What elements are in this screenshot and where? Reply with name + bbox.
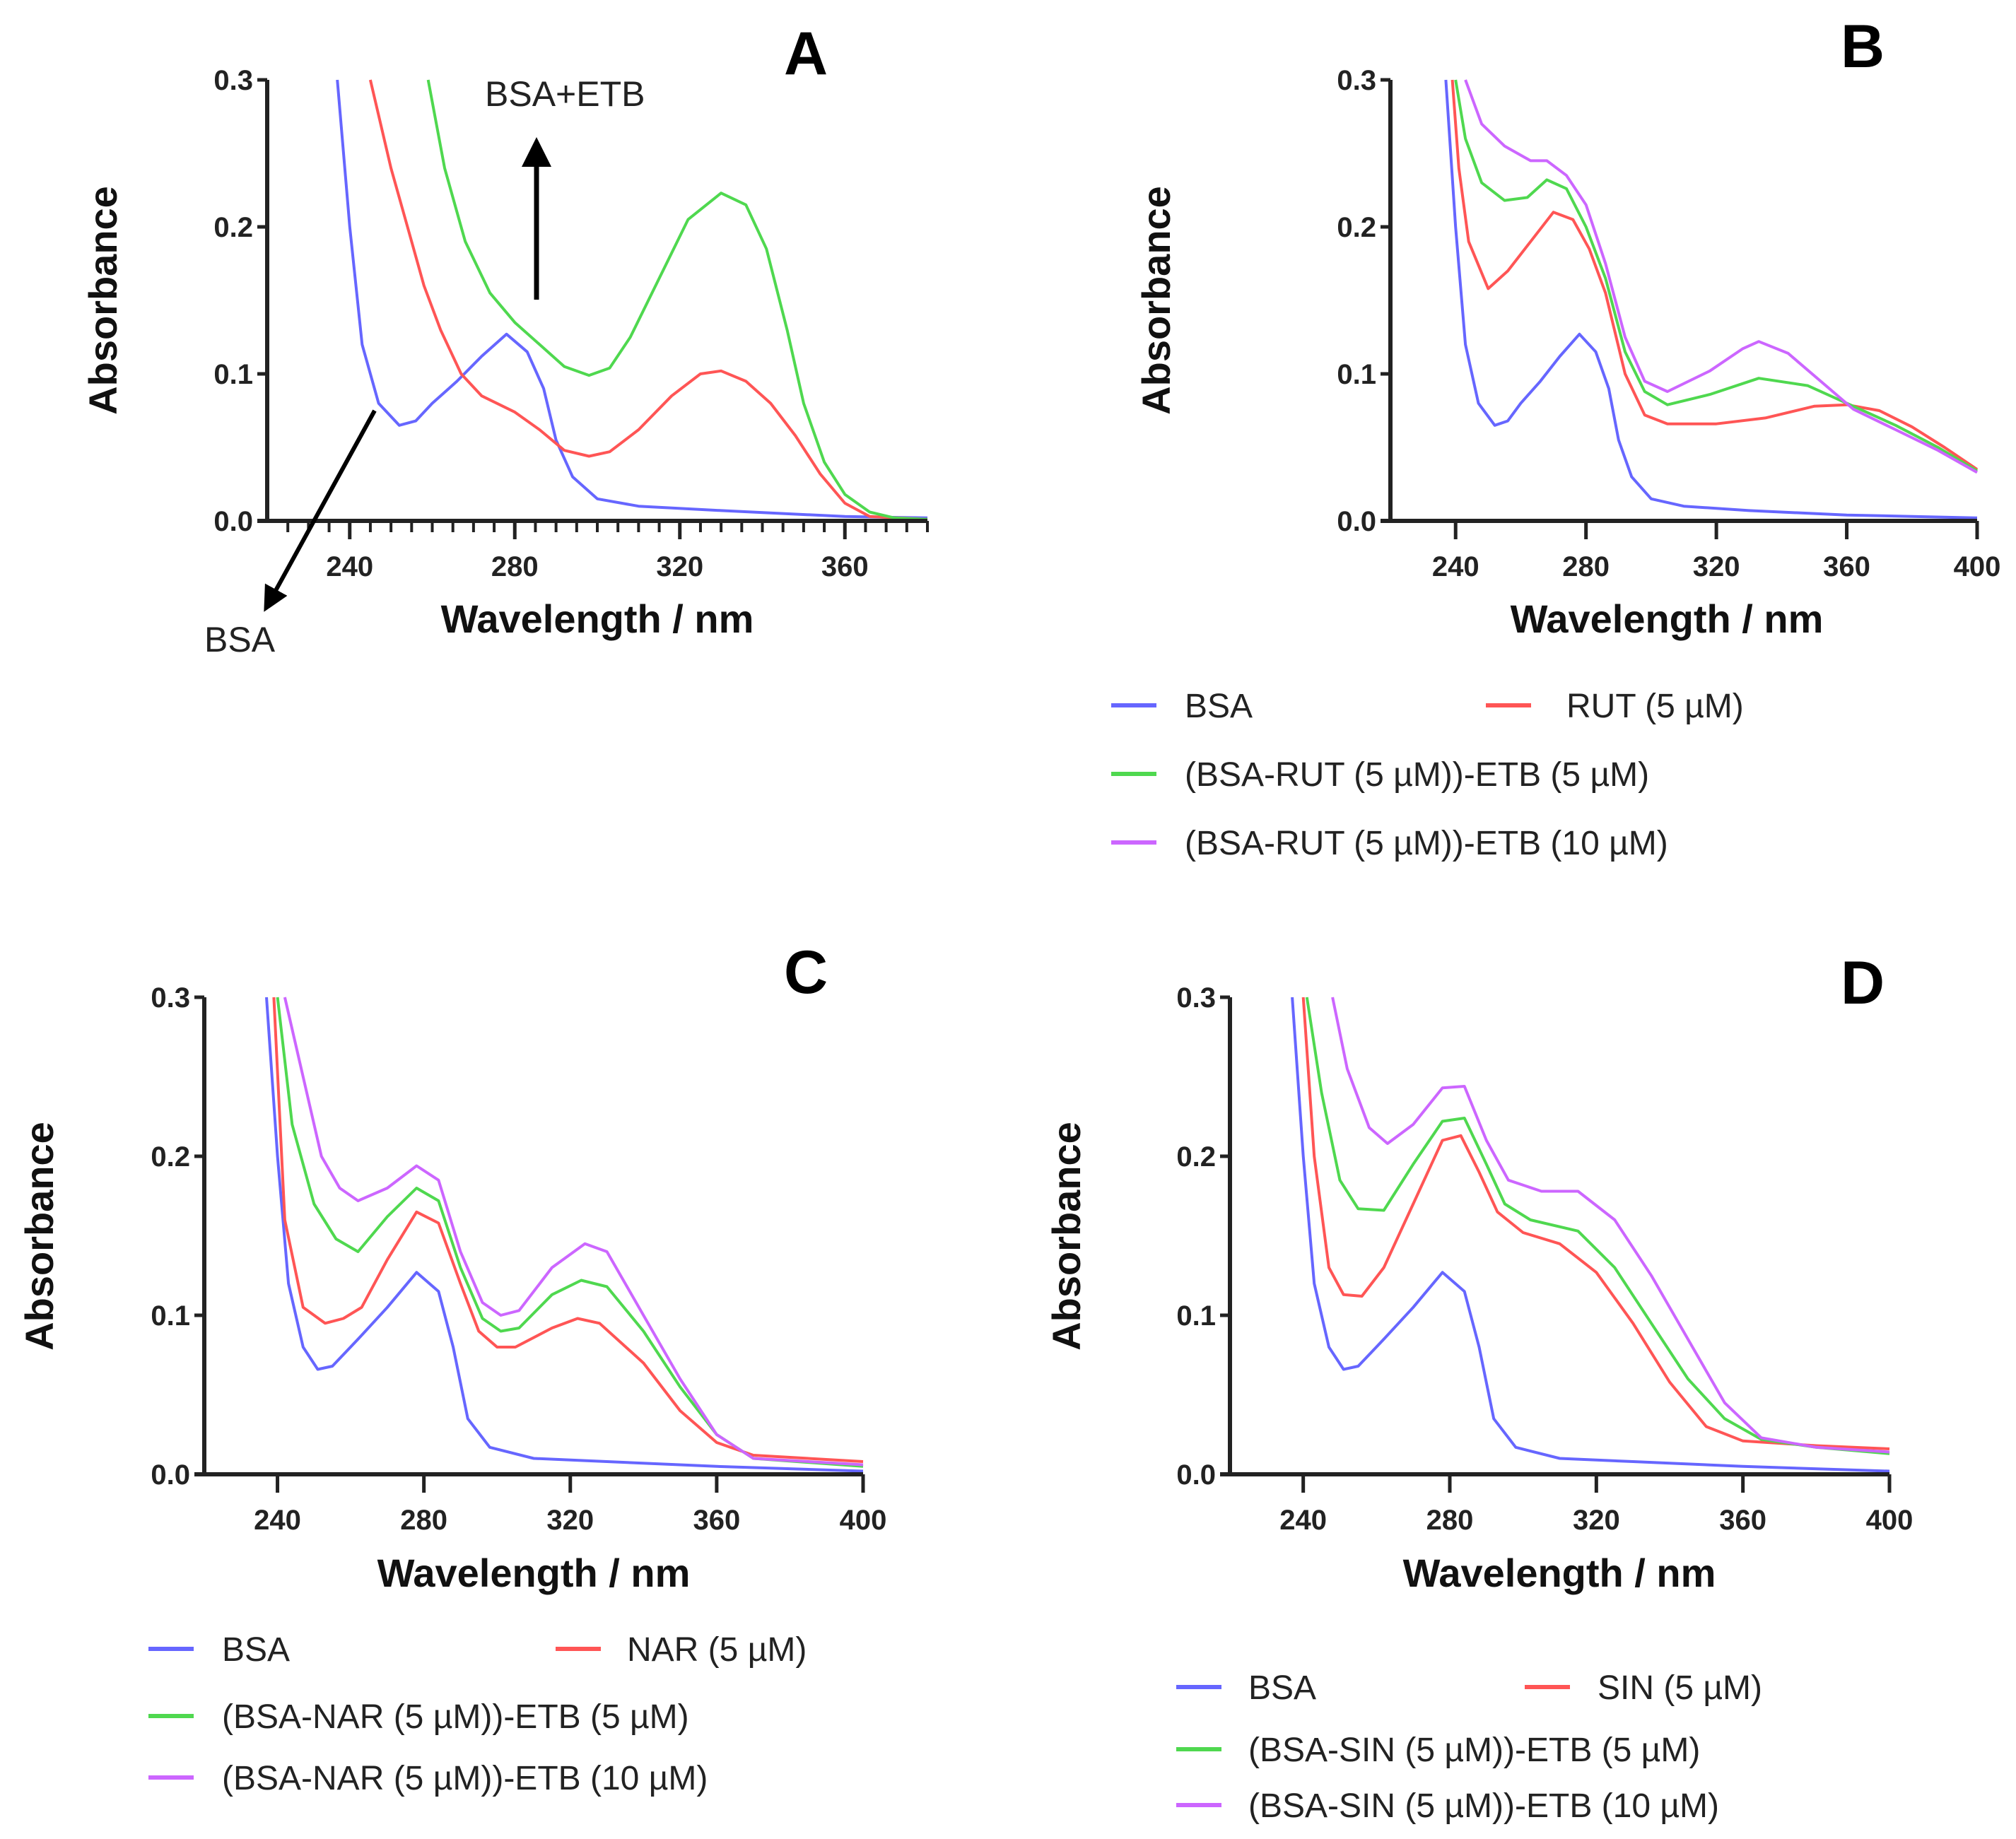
legend-label: NAR (5 µM) — [627, 1631, 807, 1669]
series-line-purple — [1331, 997, 1890, 1454]
panel-c: 0.0 0.1 0.2 0.3 240 280 320 360 400 Wavelength / … — [17, 939, 886, 1797]
legend-item: (BSA-RUT (5 µM))-ETB (5 µM) — [1111, 756, 1649, 794]
x-tick-label: 400 — [1954, 551, 2001, 582]
x-tick-label: 400 — [1866, 1505, 1914, 1536]
series-line-red — [368, 79, 928, 521]
legend-label: SIN (5 µM) — [1598, 1669, 1762, 1707]
y-tick-label: 0.3 — [213, 65, 253, 96]
x-tick-label: 240 — [254, 1505, 301, 1536]
y-tick-label: 0.2 — [1337, 212, 1376, 243]
legend-label: BSA — [1248, 1669, 1316, 1707]
annotation-bsa: BSA — [204, 620, 276, 659]
x-tick-label: 240 — [326, 551, 373, 582]
series-line-blue — [1291, 997, 1890, 1473]
y-tick-label: 0.0 — [1337, 506, 1376, 537]
panel-label: B — [1841, 13, 1885, 81]
panel-label: A — [784, 20, 828, 88]
y-axis-title: Absorbance — [1044, 1122, 1089, 1351]
legend-item: RUT (5 µM) — [1486, 688, 1744, 725]
y-axis-title: Absorbance — [17, 1122, 61, 1351]
x-tick-label: 320 — [1573, 1505, 1620, 1536]
y-tick-label: 0.2 — [151, 1141, 190, 1173]
x-tick-label: 280 — [400, 1505, 447, 1536]
x-tick-label: 360 — [821, 551, 869, 582]
legend-item: (BSA-NAR (5 µM))-ETB (10 µM) — [148, 1760, 708, 1797]
x-tick-label: 320 — [1693, 551, 1740, 582]
y-tick-label: 0.0 — [151, 1459, 190, 1491]
x-axis-title: Wavelength / nm — [441, 597, 754, 641]
x-tick-label: 320 — [546, 1505, 594, 1536]
legend-item: (BSA-RUT (5 µM))-ETB (10 µM) — [1111, 825, 1668, 862]
x-tick-label: 320 — [656, 551, 703, 582]
panel-label: C — [784, 939, 828, 1006]
legend-item: (BSA-SIN (5 µM))-ETB (10 µM) — [1176, 1787, 1719, 1825]
legend-label: (BSA-RUT (5 µM))-ETB (10 µM) — [1185, 825, 1668, 862]
legend-item: SIN (5 µM) — [1525, 1669, 1762, 1707]
legend-label: (BSA-NAR (5 µM))-ETB (10 µM) — [222, 1760, 708, 1797]
x-tick-label: 400 — [840, 1505, 887, 1536]
series-line-red — [272, 997, 864, 1463]
y-tick-label: 0.1 — [151, 1300, 190, 1332]
panel-label: D — [1841, 949, 1885, 1017]
legend-label: (BSA-SIN (5 µM))-ETB (10 µM) — [1248, 1787, 1719, 1825]
x-axis-title: Wavelength / nm — [1403, 1551, 1716, 1595]
legend-label: (BSA-SIN (5 µM))-ETB (5 µM) — [1248, 1732, 1700, 1769]
x-tick-label: 360 — [1823, 551, 1870, 582]
legend-item: BSA — [1176, 1669, 1316, 1707]
y-tick-label: 0.0 — [1176, 1459, 1216, 1491]
panel-d: 0.0 0.1 0.2 0.3 240 280 320 360 400 Wavelength / … — [1044, 949, 1913, 1825]
series-line-purple — [1464, 79, 1978, 474]
y-tick-label: 0.3 — [1176, 982, 1216, 1013]
series-line-blue — [265, 997, 864, 1473]
panel-b: 0.0 0.1 0.2 0.3 240 280 320 360 400 Wavelength / … — [1111, 13, 2000, 862]
y-tick-label: 0.1 — [1337, 359, 1376, 390]
x-tick-label: 240 — [1279, 1505, 1327, 1536]
x-axis-title: Wavelength / nm — [1511, 597, 1824, 641]
panel-a: 0.0 0.1 0.2 0.3 240 280 320 360 Wavelength / nm A… — [81, 20, 929, 659]
x-tick-label: 280 — [1426, 1505, 1474, 1536]
y-tick-label: 0.2 — [1176, 1141, 1216, 1173]
x-tick-label: 280 — [491, 551, 539, 582]
series-line-green — [276, 997, 864, 1468]
series-line-red — [1451, 79, 1979, 471]
legend-item: BSA — [1111, 688, 1253, 725]
legend-item: NAR (5 µM) — [556, 1631, 807, 1669]
arrow-down-left-icon — [264, 409, 377, 612]
legend-label: RUT (5 µM) — [1566, 688, 1744, 725]
legend-item: BSA — [148, 1631, 290, 1669]
x-tick-label: 360 — [1719, 1505, 1766, 1536]
y-axis-title: Absorbance — [81, 186, 125, 415]
legend-label: BSA — [1185, 688, 1253, 725]
series-line-blue — [336, 79, 928, 519]
x-tick-label: 360 — [693, 1505, 741, 1536]
legend-item: (BSA-SIN (5 µM))-ETB (5 µM) — [1176, 1732, 1700, 1769]
series-line-green — [1454, 79, 1979, 473]
y-tick-label: 0.2 — [213, 212, 253, 243]
series-line-red — [1301, 997, 1890, 1450]
legend-item: (BSA-NAR (5 µM))-ETB (5 µM) — [148, 1698, 689, 1736]
series-line-purple — [283, 997, 864, 1467]
legend-label: (BSA-RUT (5 µM))-ETB (5 µM) — [1185, 756, 1649, 794]
y-tick-label: 0.3 — [1337, 65, 1376, 96]
legend-label: BSA — [222, 1631, 290, 1669]
series-line-green — [1305, 997, 1890, 1455]
legend-label: (BSA-NAR (5 µM))-ETB (5 µM) — [222, 1698, 689, 1736]
y-tick-label: 0.1 — [213, 359, 253, 390]
y-tick-label: 0.1 — [1176, 1300, 1216, 1332]
y-tick-label: 0.0 — [213, 506, 253, 537]
x-tick-label: 240 — [1432, 551, 1479, 582]
series-line-green — [426, 79, 928, 521]
series-line-blue — [1444, 79, 1978, 519]
y-axis-title: Absorbance — [1134, 186, 1178, 415]
annotation-bsa-etb: BSA+ETB — [485, 74, 645, 114]
x-tick-label: 280 — [1562, 551, 1610, 582]
x-axis-title: Wavelength / nm — [377, 1551, 691, 1595]
y-tick-label: 0.3 — [151, 982, 190, 1013]
